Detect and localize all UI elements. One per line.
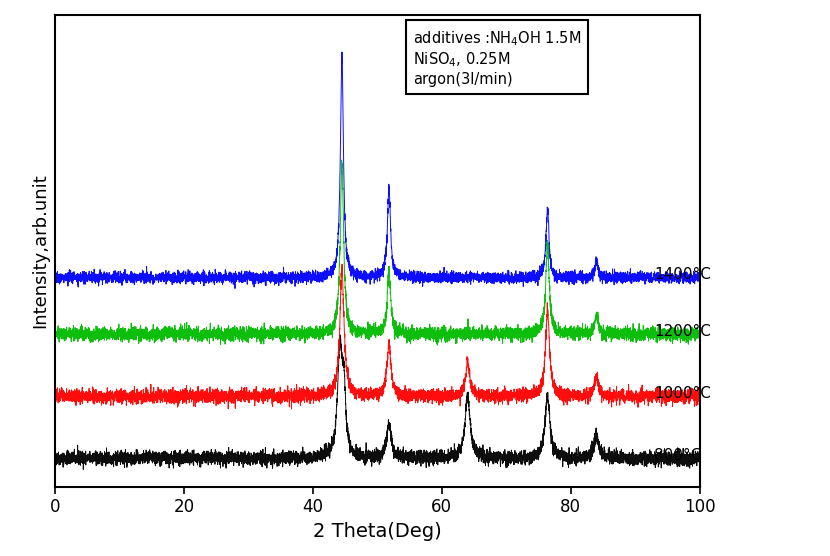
X-axis label: 2 Theta(Deg): 2 Theta(Deg) (313, 522, 442, 541)
Text: 1200°C: 1200°C (655, 324, 711, 339)
Text: 1400°C: 1400°C (655, 267, 711, 282)
Text: 800°C: 800°C (655, 448, 701, 463)
Text: additives :NH$_4$OH 1.5M
NiSO$_4$, 0.25M
argon(3l/min): additives :NH$_4$OH 1.5M NiSO$_4$, 0.25M… (413, 29, 581, 87)
Y-axis label: Intensity,arb.unit: Intensity,arb.unit (32, 173, 50, 328)
Text: 1000°C: 1000°C (655, 386, 711, 401)
